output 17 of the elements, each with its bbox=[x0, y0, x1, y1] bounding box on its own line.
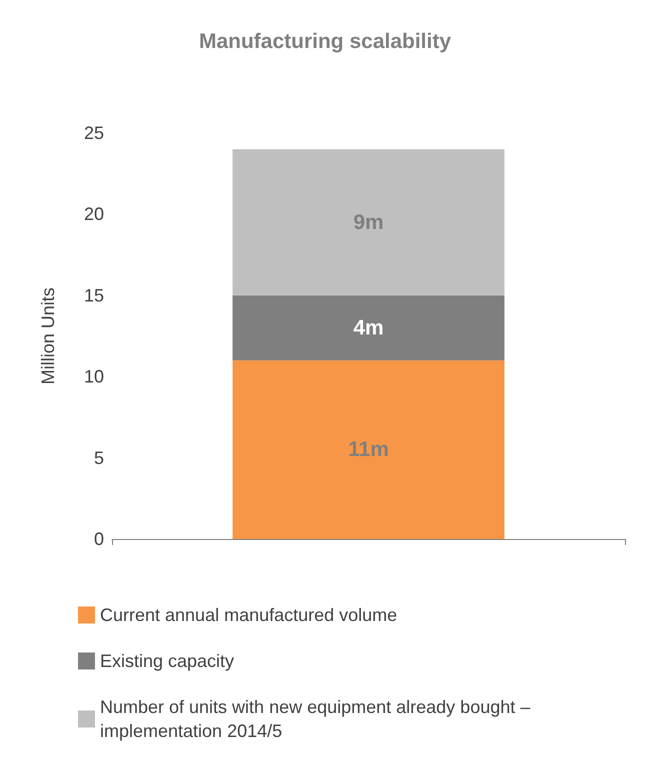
chart-title: Manufacturing scalability bbox=[198, 30, 452, 53]
y-tick-label: 10 bbox=[84, 366, 104, 387]
legend-label: Existing capacity bbox=[100, 651, 234, 671]
bar bbox=[232, 149, 504, 296]
y-tick-label: 5 bbox=[94, 448, 104, 468]
legend-label: Current annual manufactured volume bbox=[100, 605, 398, 625]
data-label: 4m bbox=[353, 316, 384, 340]
bar bbox=[232, 360, 504, 539]
data-label: 11m bbox=[348, 438, 389, 462]
legend-label: Number of units with new equipment already bought – implementation 2014/5 bbox=[100, 697, 536, 741]
y-axis-title: Million Units bbox=[38, 287, 58, 385]
y-tick-label: 20 bbox=[84, 204, 104, 224]
bar bbox=[232, 295, 504, 360]
y-tick-label: 0 bbox=[94, 529, 104, 549]
y-tick-label: 15 bbox=[84, 285, 104, 306]
y-tick-label: 25 bbox=[84, 123, 104, 143]
data-label: 9m bbox=[353, 210, 384, 234]
